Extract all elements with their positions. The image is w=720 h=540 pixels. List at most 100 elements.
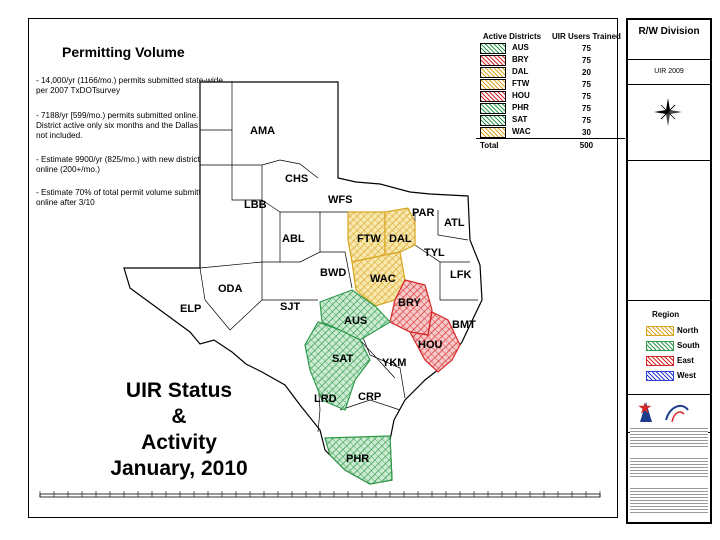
sidebar-subtitle: UIR 2009 [628,60,710,85]
legend-row: SAT 75 [476,114,625,126]
legend-users-value: 75 [582,79,591,89]
scale-bar [39,491,601,498]
legend-swatch [480,78,506,90]
label-bwd: BWD [320,267,346,279]
legend-row: FTW 75 [476,78,625,90]
page-title: Permitting Volume [62,44,185,60]
legend-row: AUS 75 [476,42,625,54]
region-label: South [677,341,700,351]
district-hou-area [408,311,461,373]
legend-row: HOU 75 [476,90,625,102]
legend-total-value: 500 [579,140,594,150]
region-swatch [646,371,674,381]
label-oda: ODA [218,283,243,295]
label-atl: ATL [444,217,465,229]
legend-district-code: SAT [512,115,528,125]
region-label: East [677,356,694,366]
map-frame [28,18,618,518]
label-bmt: BMT [452,319,476,331]
compass-icon [654,98,682,126]
status-line-2: & [171,405,187,428]
legend-swatch [480,126,506,138]
legend-district-code: HOU [512,91,530,101]
region-label: West [677,371,696,381]
legend-header-users: UIR Users Trained [552,31,621,41]
legend-district-code: WAC [512,127,531,137]
label-dal: DAL [389,233,412,245]
legend-swatch [480,90,506,102]
legend-swatch [480,102,506,114]
district-legend: Active Districts UIR Users Trained AUS 75… [476,30,625,151]
region-legend-item: East [646,356,694,366]
status-line-3: Activity [141,431,217,454]
label-wac: WAC [370,273,396,285]
label-bry: BRY [398,297,421,309]
status-line-4: January, 2010 [110,457,248,480]
region-legend-item: North [646,326,698,336]
label-aus: AUS [344,315,367,327]
note-online: - 7188/yr [599/mo.) permits submitted on… [36,111,226,140]
legend-total-label: Total [480,140,499,150]
region-legend-title: Region [652,310,680,319]
label-sat: SAT [332,353,353,365]
sidebar-panel: R/W Division UIR 2009 [626,18,712,524]
label-ykm: YKM [382,357,406,369]
legend-users-value: 30 [582,127,591,137]
region-swatch [646,326,674,336]
note-percent: - Estimate 70% of total permit volume su… [36,188,210,207]
district-sat-area [304,321,371,411]
legend-swatch [480,66,506,78]
legend-users-value: 75 [582,91,591,101]
legend-district-code: BRY [512,55,529,65]
legend-row: PHR 75 [476,102,625,114]
legend-row: BRY 75 [476,54,625,66]
legend-district-code: PHR [512,103,529,113]
status-title: UIR Status & Activity January, 2010 [74,378,284,482]
legend-row: WAC 30 [476,126,625,139]
label-hou: HOU [418,339,443,351]
legend-district-code: FTW [512,79,530,89]
sidebar-division: R/W Division [628,20,710,60]
label-phr: PHR [346,453,369,465]
label-ftw: FTW [357,233,381,245]
legend-swatch [480,54,506,66]
note-survey: - 14,000/yr (1166/mo.) permits submitted… [36,76,226,95]
label-par: PAR [412,207,434,219]
legend-district-code: AUS [512,43,529,53]
district-aus-area [319,289,391,341]
label-elp: ELP [180,303,201,315]
texas-outline [123,81,483,485]
legend-swatch [480,42,506,54]
legend-users-value: 75 [582,115,591,125]
txdot-logo [638,402,689,423]
district-phr-area [324,435,393,485]
fineprint-block-3 [630,486,708,514]
label-tyl: TYL [424,247,445,259]
legend-users-value: 75 [582,43,591,53]
legend-row: DAL 20 [476,66,625,78]
region-legend-item: South [646,341,700,351]
legend-district-code: DAL [512,67,529,77]
fineprint-block-1 [630,426,708,448]
label-chs: CHS [285,173,308,185]
label-lbb: LBB [244,199,267,211]
fineprint-block-2 [630,456,708,478]
label-lrd: LRD [314,393,337,405]
label-abl: ABL [282,233,305,245]
legend-swatch [480,114,506,126]
status-line-1: UIR Status [125,379,233,402]
region-swatch [646,341,674,351]
label-ama: AMA [250,125,275,137]
label-wfs: WFS [328,194,352,206]
note-estimate: - Estimate 9900/yr (825/mo.) with new di… [36,155,224,174]
legend-users-value: 75 [582,103,591,113]
district-boundaries [199,82,478,433]
region-swatch [646,356,674,366]
legend-users-value: 75 [582,55,591,65]
label-sjt: SJT [280,301,300,313]
region-label: North [677,326,699,336]
legend-header-districts: Active Districts [482,31,542,41]
label-lfk: LFK [450,269,471,281]
label-crp: CRP [358,391,381,403]
